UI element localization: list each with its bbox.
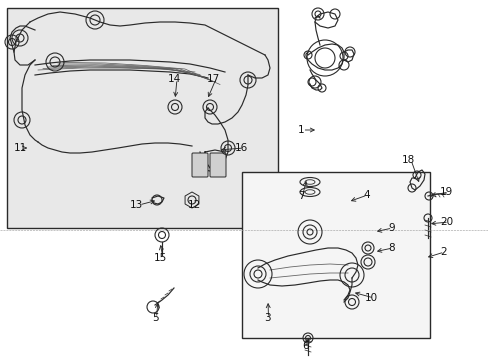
Text: 15: 15 — [154, 253, 167, 263]
Text: 14: 14 — [168, 74, 181, 84]
Text: 2: 2 — [439, 247, 446, 257]
Text: 13: 13 — [130, 200, 143, 210]
Text: 18: 18 — [401, 155, 414, 165]
Text: 20: 20 — [439, 217, 452, 227]
Text: 1: 1 — [297, 125, 304, 135]
Text: 17: 17 — [206, 74, 220, 84]
FancyBboxPatch shape — [209, 153, 225, 177]
Text: 5: 5 — [152, 313, 158, 323]
Text: 19: 19 — [439, 187, 452, 197]
Text: 9: 9 — [387, 223, 394, 233]
Text: 11: 11 — [14, 143, 27, 153]
Text: 6: 6 — [302, 341, 308, 351]
Bar — [7, 8, 278, 228]
Text: 4: 4 — [362, 190, 369, 200]
Text: 3: 3 — [264, 313, 270, 323]
Text: 16: 16 — [235, 143, 248, 153]
Text: 7: 7 — [297, 191, 304, 201]
Text: 10: 10 — [364, 293, 377, 303]
FancyBboxPatch shape — [192, 153, 207, 177]
Text: 8: 8 — [387, 243, 394, 253]
Bar — [242, 172, 429, 338]
Text: 12: 12 — [187, 200, 201, 210]
